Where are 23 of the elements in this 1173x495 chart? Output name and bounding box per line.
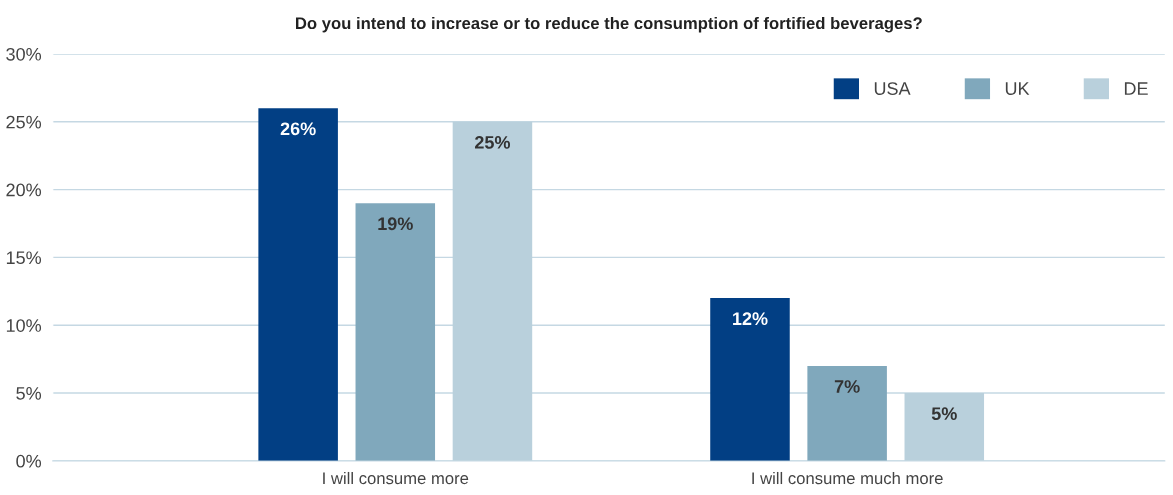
legend-label: UK xyxy=(1005,82,1030,95)
bar xyxy=(355,203,436,461)
legend-label: USA xyxy=(874,82,911,95)
y-tick-label: 30% xyxy=(6,47,42,61)
legend-label: DE xyxy=(1124,82,1148,95)
y-tick-label: 15% xyxy=(6,251,42,265)
data-label: 12% xyxy=(733,312,768,326)
chart-title: Do you intend to increase or to reduce the consumption of fortified beverages? xyxy=(296,16,922,33)
data-label: 26% xyxy=(280,122,316,136)
x-tick-label: I will consume more xyxy=(323,471,469,485)
y-tick-label: 20% xyxy=(6,183,42,197)
data-label: 7% xyxy=(834,380,860,393)
y-tick-label: 25% xyxy=(6,115,42,129)
y-tick-label: 0% xyxy=(16,454,42,468)
data-label: 19% xyxy=(378,217,413,231)
y-tick-label: 10% xyxy=(6,319,42,332)
bar xyxy=(710,298,790,461)
bar xyxy=(807,365,887,461)
data-label: 25% xyxy=(474,135,511,149)
bar xyxy=(258,108,338,461)
data-label: 5% xyxy=(931,407,957,421)
y-tick-label: 5% xyxy=(16,387,42,400)
x-tick-label: I will consume much more xyxy=(752,471,943,485)
